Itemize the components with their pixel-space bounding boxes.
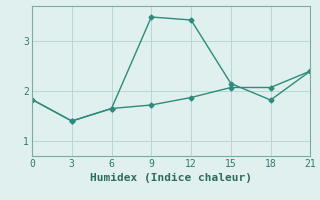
X-axis label: Humidex (Indice chaleur): Humidex (Indice chaleur) (90, 173, 252, 183)
